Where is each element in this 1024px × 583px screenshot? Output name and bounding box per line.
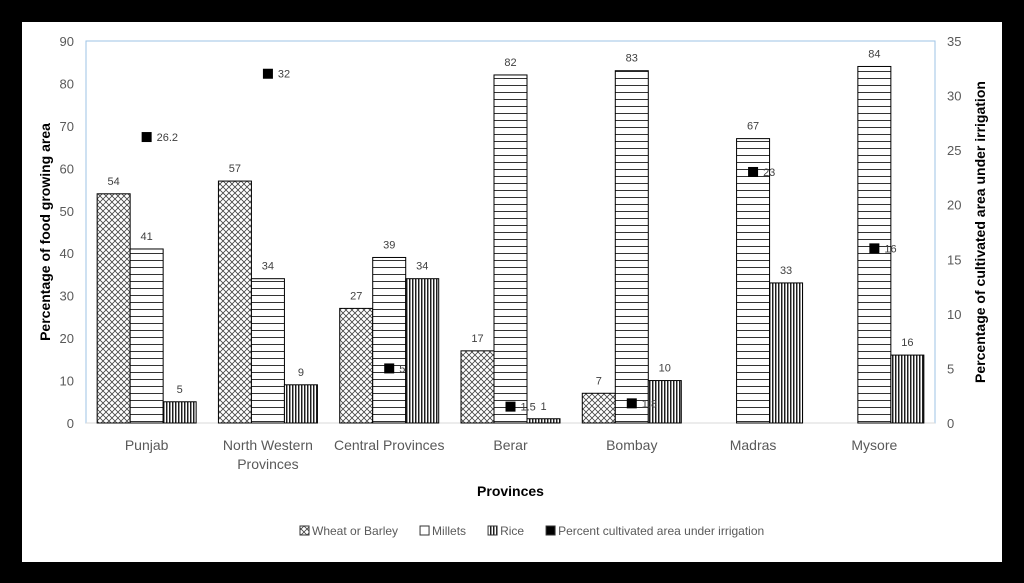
data-label: 16 — [901, 337, 913, 349]
irrigation-marker — [626, 398, 637, 409]
data-label: 41 — [141, 231, 153, 243]
irrigation-marker — [869, 243, 880, 254]
legend-label: Percent cultivated area under irrigation — [558, 524, 764, 538]
x-category-label: Madras — [730, 437, 777, 453]
legend-swatch-3 — [487, 525, 498, 536]
bar-vertical — [405, 278, 440, 424]
bar-vertical — [890, 354, 925, 424]
bar-vertical — [162, 401, 197, 424]
data-label: 84 — [868, 48, 880, 60]
x-axis-title: Provinces — [477, 483, 544, 499]
data-label: 54 — [108, 176, 120, 188]
data-label: 57 — [229, 163, 241, 175]
bar-horizontal — [614, 70, 649, 424]
y-tick-label: 30 — [60, 289, 74, 304]
bar-horizontal — [736, 138, 771, 424]
y-tick-label: 50 — [60, 204, 74, 219]
data-label: 34 — [416, 261, 428, 273]
y2-tick-label: 5 — [947, 361, 954, 376]
bar-vertical — [526, 418, 561, 424]
data-label: 33 — [780, 265, 792, 277]
y-tick-label: 40 — [60, 246, 74, 261]
legend-swatch-1 — [299, 525, 310, 536]
legend-label: Millets — [432, 524, 466, 538]
x-category-label: Bombay — [606, 437, 657, 453]
y2-tick-label: 25 — [947, 143, 961, 158]
data-label: 83 — [626, 53, 638, 65]
irrigation-marker — [141, 132, 152, 143]
data-label: 39 — [383, 239, 395, 251]
y-tick-label: 70 — [60, 119, 74, 134]
x-category-label: Provinces — [237, 456, 298, 472]
legend-swatch-2 — [419, 525, 430, 536]
data-label: 5 — [177, 384, 183, 396]
bar-horizontal — [129, 248, 164, 424]
y2-axis-title: Percentage of cultivated area under irri… — [972, 81, 988, 383]
irrigation-marker — [384, 363, 395, 374]
irrigation-marker — [262, 68, 273, 79]
data-label: 10 — [659, 363, 671, 375]
x-category-label: Central Provinces — [334, 437, 445, 453]
y-tick-label: 20 — [60, 331, 74, 346]
y-tick-label: 10 — [60, 374, 74, 389]
y-axis-title: Percentage of food growing area — [37, 123, 53, 341]
legend-swatch-4 — [545, 525, 556, 536]
data-label: 1 — [540, 401, 546, 413]
data-label: 17 — [471, 333, 483, 345]
legend-label: Rice — [500, 524, 524, 538]
bar-horizontal — [493, 74, 528, 424]
bar-vertical — [769, 282, 804, 424]
irrigation-data-label: 26.2 — [157, 132, 178, 144]
y2-tick-label: 30 — [947, 89, 961, 104]
y2-tick-label: 10 — [947, 307, 961, 322]
y-tick-label: 60 — [60, 161, 74, 176]
data-label: 27 — [350, 290, 362, 302]
y-tick-label: 90 — [60, 34, 74, 49]
data-label: 82 — [504, 57, 516, 69]
data-label: 67 — [747, 121, 759, 133]
x-category-label: North Western — [223, 437, 313, 453]
irrigation-marker — [505, 401, 516, 412]
x-category-label: Mysore — [851, 437, 897, 453]
data-label: 9 — [298, 367, 304, 379]
y2-tick-label: 0 — [947, 416, 954, 431]
irrigation-marker — [748, 166, 759, 177]
x-category-label: Berar — [493, 437, 528, 453]
data-label: 7 — [596, 375, 602, 387]
y2-tick-label: 15 — [947, 252, 961, 267]
bar-crosshatch — [339, 307, 374, 424]
y-tick-label: 80 — [60, 76, 74, 91]
bar-horizontal — [372, 256, 407, 424]
irrigation-data-label: 1.8 — [642, 398, 657, 410]
bar-horizontal — [250, 278, 285, 424]
chart-frame: 0 10 20 30 40 50 60 70 80 90 0 5 10 15 20 25 30 35 Percent… — [22, 22, 1002, 562]
irrigation-data-label: 1.5 — [521, 402, 536, 414]
bar-crosshatch — [581, 392, 616, 424]
bar-chart: 010203040506070809005101520253035Percent… — [37, 34, 988, 538]
bar-vertical — [647, 380, 682, 424]
data-label: 34 — [262, 261, 274, 273]
bar-crosshatch — [96, 193, 131, 424]
legend-label: Wheat or Barley — [312, 524, 398, 538]
bar-crosshatch — [460, 350, 495, 424]
bar-crosshatch — [217, 180, 252, 424]
irrigation-data-label: 23 — [763, 167, 775, 179]
irrigation-data-label: 32 — [278, 69, 290, 81]
irrigation-data-label: 5 — [399, 363, 405, 375]
y2-tick-label: 35 — [947, 34, 961, 49]
y2-tick-label: 20 — [947, 198, 961, 213]
irrigation-data-label: 16 — [884, 243, 896, 255]
y-tick-label: 0 — [67, 416, 74, 431]
x-category-label: Punjab — [125, 437, 169, 453]
bar-vertical — [283, 384, 318, 424]
